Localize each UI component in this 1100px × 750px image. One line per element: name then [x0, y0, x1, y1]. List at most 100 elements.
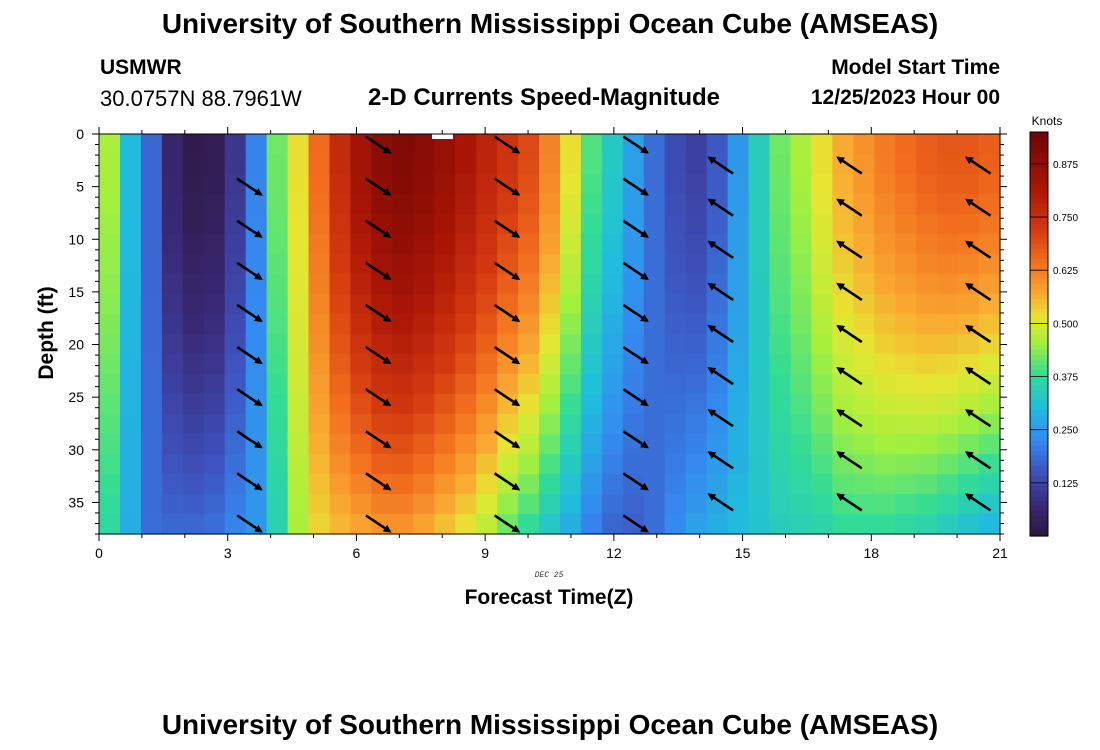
heatmap-cell [434, 254, 456, 275]
heatmap-cell [182, 154, 205, 175]
heatmap-cell [601, 234, 624, 255]
heatmap-cell [832, 334, 854, 355]
heatmap-cell [958, 134, 980, 155]
current-vector-arrow [964, 493, 992, 512]
colorbar-segment [1030, 424, 1048, 431]
heatmap-cell [832, 174, 854, 195]
heatmap-cell [601, 254, 624, 275]
heatmap-cell [203, 294, 226, 315]
heatmap-cell [476, 214, 498, 235]
heatmap-cell [958, 294, 980, 315]
heatmap-cell [539, 394, 561, 415]
current-vector-arrow [836, 240, 863, 259]
heatmap-cell [748, 514, 771, 535]
heatmap-cell [140, 354, 163, 375]
heatmap-cell [413, 294, 435, 315]
current-vector-arrow [493, 219, 521, 238]
heatmap-cell [664, 254, 687, 275]
colorbar-segment [1030, 344, 1048, 350]
heatmap-cell [413, 174, 435, 195]
heatmap-cell [958, 514, 980, 535]
heatmap-cell [643, 194, 666, 215]
heatmap-cell [203, 394, 226, 415]
heatmap-cell [203, 314, 226, 335]
heatmap-cell [916, 454, 938, 475]
heatmap-cell [685, 214, 708, 235]
heatmap-cell [224, 434, 247, 455]
heatmap-cell [748, 354, 771, 375]
heatmap-cell [308, 294, 331, 315]
heatmap-cell [99, 494, 121, 515]
heatmap-cell [455, 154, 477, 175]
heatmap-cell [811, 234, 833, 255]
heatmap-cell [937, 514, 959, 535]
heatmap-cell [643, 454, 666, 475]
heatmap-cell [790, 214, 813, 235]
heatmap-cell [434, 434, 456, 455]
heatmap-cell [182, 234, 205, 255]
heatmap-cell [748, 234, 771, 255]
heatmap-cell [308, 454, 331, 475]
heatmap-cell [140, 214, 163, 235]
chart-subtitle: 2-D Currents Speed-Magnitude [368, 84, 721, 111]
heatmap-cell [643, 434, 666, 455]
heatmap-cell [643, 234, 666, 255]
heatmap-cell [539, 274, 561, 295]
heatmap-cell [224, 274, 247, 295]
heatmap-cell [853, 354, 875, 375]
heatmap-cell [224, 354, 247, 375]
heatmap-cell [224, 494, 247, 515]
heatmap-cell [161, 354, 184, 375]
heatmap-cell [120, 374, 142, 395]
heatmap-cell [685, 334, 708, 355]
colorbar-tick-label: 0.750 [1053, 213, 1078, 224]
current-vector-arrow [365, 472, 392, 491]
heatmap-cell [455, 234, 477, 255]
heatmap-cell [287, 194, 310, 215]
heatmap-cell [140, 434, 163, 455]
heatmap-cell [287, 134, 310, 155]
current-vector-arrow [622, 514, 649, 533]
colorbar-segment [1030, 465, 1048, 471]
heatmap-cell [895, 394, 917, 415]
heatmap-cell [748, 174, 771, 195]
heatmap-cell [245, 234, 268, 255]
heatmap-cell [958, 194, 980, 215]
colorbar-segment [1030, 318, 1048, 325]
heatmap-cell [580, 234, 603, 255]
heatmap-cell [748, 474, 771, 495]
x-tick-label: 0 [95, 545, 103, 561]
heatmap-cell [161, 174, 184, 195]
heatmap-cell [811, 134, 833, 155]
heatmap-cell [769, 394, 792, 415]
heatmap-cell [455, 194, 477, 215]
heatmap-cell [329, 414, 352, 435]
heatmap-cell [266, 294, 289, 315]
heatmap-cell [853, 174, 875, 195]
heatmap-cell [245, 214, 268, 235]
heatmap-cell [224, 474, 247, 495]
heatmap-cell [308, 194, 331, 215]
heatmap-cell [371, 334, 393, 355]
colorbar-segment [1030, 409, 1048, 416]
heatmap-cell [539, 254, 561, 275]
colorbar-segment [1030, 248, 1048, 254]
colorbar-segment [1030, 303, 1048, 310]
current-vector-arrow [236, 303, 263, 323]
heatmap-cell [266, 394, 289, 415]
heatmap-cell [832, 474, 854, 495]
colorbar-segment [1030, 404, 1048, 411]
heatmap-cell [455, 174, 477, 195]
heatmap-cell [601, 154, 624, 175]
heatmap-cell [99, 454, 121, 475]
heatmap-cell [392, 454, 414, 475]
heatmap-cell [580, 254, 603, 275]
heatmap-cell [643, 294, 666, 315]
heatmap-cell [643, 214, 666, 235]
heatmap-cell [937, 214, 959, 235]
heatmap-cell [203, 514, 226, 535]
colorbar-segment [1030, 435, 1048, 441]
heatmap-cell [539, 434, 561, 455]
heatmap-cell [769, 514, 792, 535]
heatmap-cell [895, 374, 917, 395]
